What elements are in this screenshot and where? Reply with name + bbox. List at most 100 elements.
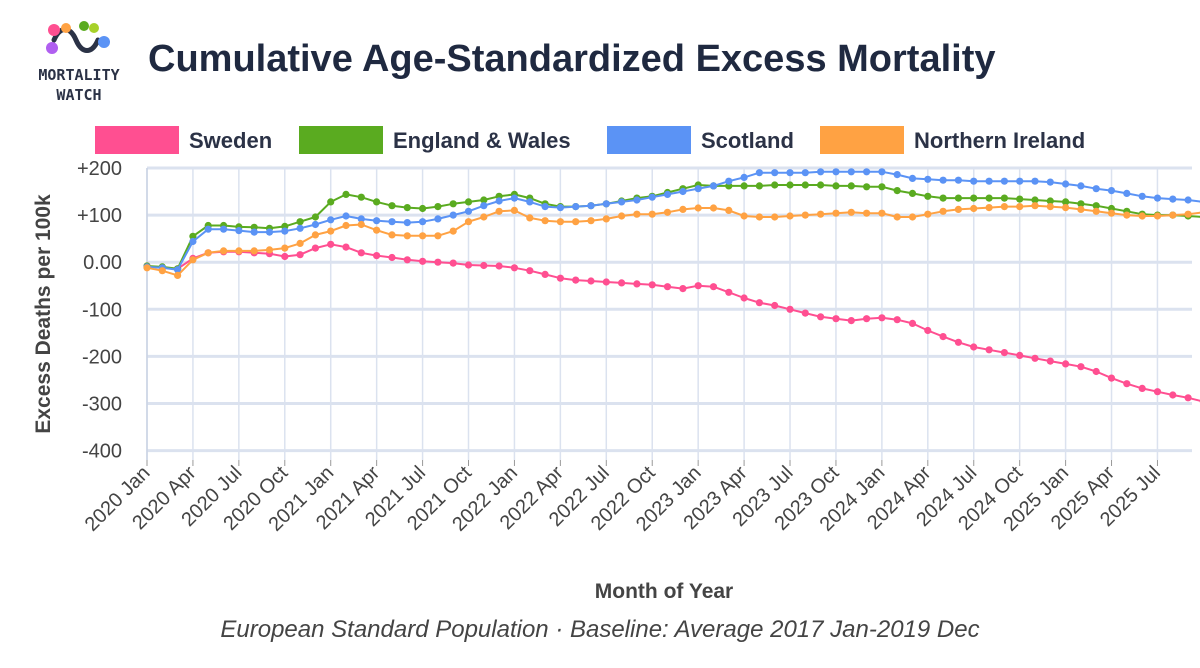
data-point — [924, 326, 932, 335]
data-point — [220, 247, 228, 255]
data-point — [250, 247, 258, 255]
legend-swatch — [95, 126, 179, 154]
data-point — [725, 177, 733, 185]
data-point — [679, 205, 687, 213]
data-point — [327, 216, 335, 224]
legend-label: Northern Ireland — [914, 128, 1086, 153]
legend-swatch — [299, 126, 383, 154]
data-point — [1000, 349, 1009, 357]
y-tick-label: +100 — [77, 205, 122, 227]
data-point — [893, 187, 901, 195]
data-point — [235, 227, 243, 235]
data-point — [694, 282, 702, 290]
data-point — [1092, 185, 1100, 193]
data-point — [1062, 360, 1070, 368]
legend-label: England & Wales — [393, 128, 571, 153]
data-point — [265, 228, 274, 236]
data-point — [939, 207, 947, 215]
data-point — [204, 225, 212, 233]
data-point — [296, 224, 304, 232]
data-point — [847, 168, 855, 176]
data-point — [1077, 200, 1085, 208]
legend-swatch — [820, 126, 904, 154]
data-point — [1184, 394, 1192, 402]
data-point — [817, 181, 825, 189]
data-point — [419, 218, 427, 226]
data-point — [296, 239, 304, 247]
legend-label: Scotland — [701, 128, 794, 153]
data-point — [954, 205, 963, 213]
data-point — [510, 264, 518, 272]
data-point — [541, 270, 549, 278]
data-point — [434, 232, 442, 240]
data-point — [1169, 195, 1177, 203]
data-point — [1092, 207, 1100, 215]
data-point — [878, 168, 886, 176]
logo-text-line2: WATCH — [56, 86, 102, 104]
data-point — [1000, 177, 1009, 185]
data-point — [143, 264, 151, 272]
data-point — [220, 225, 228, 233]
data-point — [709, 182, 718, 190]
data-point — [832, 182, 840, 190]
data-point — [801, 211, 809, 219]
data-point — [174, 271, 182, 279]
data-point — [863, 209, 871, 217]
chart-title: Cumulative Age-Standardized Excess Morta… — [148, 38, 996, 80]
data-point — [434, 215, 442, 223]
legend-label: Sweden — [189, 128, 273, 153]
data-point — [663, 208, 672, 216]
data-point — [633, 196, 641, 204]
y-tick-label: -200 — [82, 346, 122, 368]
data-point — [1016, 351, 1024, 359]
data-point — [342, 190, 350, 198]
data-point — [985, 194, 993, 202]
data-point — [449, 259, 457, 267]
data-point — [281, 252, 289, 261]
data-point — [878, 314, 886, 322]
data-point — [771, 181, 779, 189]
data-point — [1123, 189, 1131, 197]
data-point — [924, 210, 932, 218]
data-point — [1031, 177, 1039, 185]
data-point — [373, 217, 381, 225]
data-point — [954, 176, 963, 184]
x-axis-title: Month of Year — [595, 580, 733, 603]
data-point — [449, 200, 457, 208]
data-point — [878, 183, 886, 191]
legend-swatch — [607, 126, 691, 154]
data-point — [1077, 363, 1085, 371]
data-point — [204, 249, 212, 257]
data-point — [1138, 192, 1146, 200]
data-point — [587, 202, 595, 210]
data-point — [296, 251, 304, 259]
data-point — [449, 227, 457, 235]
data-point — [633, 280, 641, 288]
data-point — [1046, 203, 1054, 211]
data-point — [1000, 203, 1009, 211]
data-point — [847, 208, 855, 216]
data-point — [709, 283, 718, 291]
data-point — [373, 252, 381, 260]
data-point — [281, 244, 289, 252]
data-point — [771, 301, 779, 310]
data-point — [1153, 212, 1162, 220]
data-point — [1107, 374, 1116, 382]
data-point — [893, 316, 901, 324]
data-point — [235, 247, 243, 255]
data-point — [373, 198, 381, 206]
data-point — [419, 204, 427, 213]
data-point — [311, 220, 319, 229]
y-tick-label: 0.00 — [83, 252, 122, 274]
data-point — [1077, 182, 1085, 190]
data-point — [863, 168, 871, 176]
data-point — [618, 212, 626, 220]
data-point — [1092, 202, 1100, 210]
data-point — [495, 207, 503, 215]
data-point — [679, 187, 687, 196]
data-point — [786, 181, 794, 189]
data-point — [648, 193, 656, 201]
data-point — [618, 198, 626, 206]
data-point — [1046, 357, 1054, 365]
